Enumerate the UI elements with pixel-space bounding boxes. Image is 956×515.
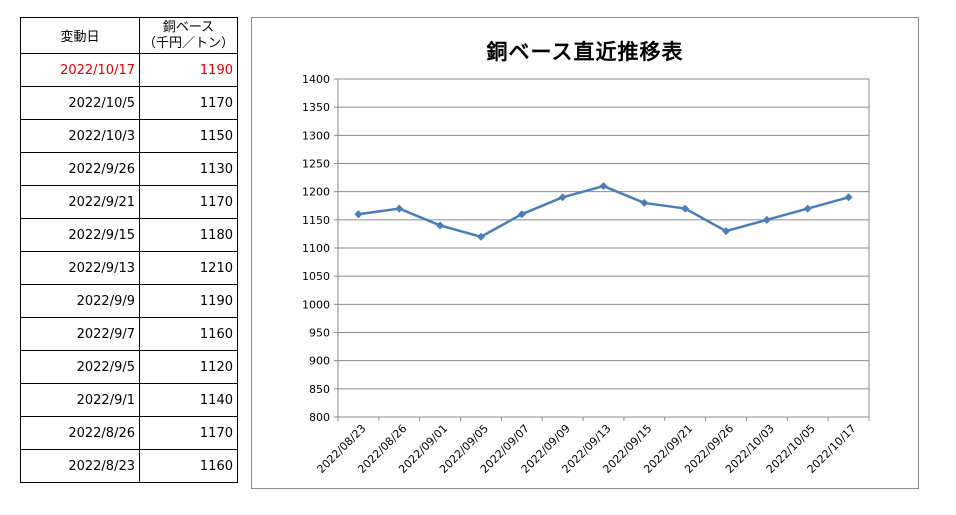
price-history-table: 変動日 銅ベース （千円／トン） 2022/10/17 1190 2022/10/… — [20, 17, 238, 483]
header-date: 変動日 — [20, 17, 140, 54]
table-row: 2022/8/26 1170 — [20, 416, 238, 450]
data-point — [599, 182, 608, 191]
data-point — [558, 193, 567, 202]
table-row: 2022/10/17 1190 — [20, 53, 238, 87]
data-point — [803, 204, 812, 213]
price-cell: 1170 — [139, 86, 238, 120]
price-cell: 1160 — [139, 449, 238, 483]
chart-title: 銅ベース直近推移表 — [486, 40, 684, 64]
price-cell: 1180 — [139, 218, 238, 252]
data-point — [476, 232, 485, 241]
y-tick-label: 800 — [309, 411, 330, 424]
y-tick-label: 1350 — [302, 101, 330, 114]
data-point — [722, 227, 731, 236]
price-cell: 1190 — [139, 284, 238, 318]
y-tick-label: 1300 — [302, 129, 330, 142]
price-cell: 1170 — [139, 416, 238, 450]
price-cell: 1150 — [139, 119, 238, 153]
date-cell: 2022/8/23 — [20, 449, 140, 483]
table-row: 2022/9/7 1160 — [20, 317, 238, 351]
y-tick-label: 1200 — [302, 186, 330, 199]
y-tick-label: 1400 — [302, 73, 330, 86]
date-cell: 2022/9/13 — [20, 251, 140, 285]
chart-area: 銅ベース直近推移表 800 850 900 950 1000 1050 1100 1150 12… — [251, 17, 919, 489]
header-price-unit: （千円／トン） — [142, 35, 234, 51]
table-row: 2022/9/26 1130 — [20, 152, 238, 186]
header-price-line1: 銅ベース — [162, 19, 215, 35]
table-row: 2022/9/13 1210 — [20, 251, 238, 285]
price-cell: 1170 — [139, 185, 238, 219]
data-point — [762, 215, 771, 224]
table-row: 2022/9/21 1170 — [20, 185, 238, 219]
table-row: 2022/10/5 1170 — [20, 86, 238, 120]
date-cell: 2022/10/5 — [20, 86, 140, 120]
table-row: 2022/9/9 1190 — [20, 284, 238, 318]
price-cell: 1190 — [139, 53, 238, 87]
data-point — [436, 221, 445, 230]
table-row: 2022/9/15 1180 — [20, 218, 238, 252]
table-row: 2022/9/1 1140 — [20, 383, 238, 417]
header-price: 銅ベース （千円／トン） — [139, 17, 238, 54]
date-cell: 2022/9/7 — [20, 317, 140, 351]
y-tick-label: 1100 — [302, 242, 330, 255]
price-cell: 1130 — [139, 152, 238, 186]
date-cell: 2022/9/15 — [20, 218, 140, 252]
price-cell: 1160 — [139, 317, 238, 351]
y-tick-label: 1250 — [302, 158, 330, 171]
y-tick-label: 1150 — [302, 214, 330, 227]
y-tick-label: 950 — [309, 327, 330, 340]
date-cell: 2022/10/3 — [20, 119, 140, 153]
date-cell: 2022/9/5 — [20, 350, 140, 384]
series-line — [358, 184, 849, 238]
date-cell: 2022/9/9 — [20, 284, 140, 318]
date-cell: 2022/9/1 — [20, 383, 140, 417]
data-point — [517, 210, 526, 219]
table-row: 2022/8/23 1160 — [20, 449, 238, 483]
y-tick-label: 850 — [309, 383, 330, 396]
date-cell: 2022/8/26 — [20, 416, 140, 450]
data-point — [354, 210, 363, 219]
price-cell: 1120 — [139, 350, 238, 384]
date-cell: 2022/9/21 — [20, 185, 140, 219]
data-point — [844, 193, 853, 202]
table-row: 2022/9/5 1120 — [20, 350, 238, 384]
date-cell: 2022/9/26 — [20, 152, 140, 186]
data-point — [640, 198, 649, 207]
date-cell: 2022/10/17 — [20, 53, 140, 87]
table-header-row: 変動日 銅ベース （千円／トン） — [20, 17, 238, 54]
data-point — [395, 204, 404, 213]
price-cell: 1140 — [139, 383, 238, 417]
line-chart: 800 850 900 950 1000 1050 1100 1150 1200 1250 1300… — [302, 73, 870, 476]
table-row: 2022/10/3 1150 — [20, 119, 238, 153]
y-tick-label: 900 — [309, 355, 330, 368]
y-tick-label: 1050 — [302, 270, 330, 283]
data-point — [681, 204, 690, 213]
y-tick-label: 1000 — [302, 298, 330, 311]
price-cell: 1210 — [139, 251, 238, 285]
